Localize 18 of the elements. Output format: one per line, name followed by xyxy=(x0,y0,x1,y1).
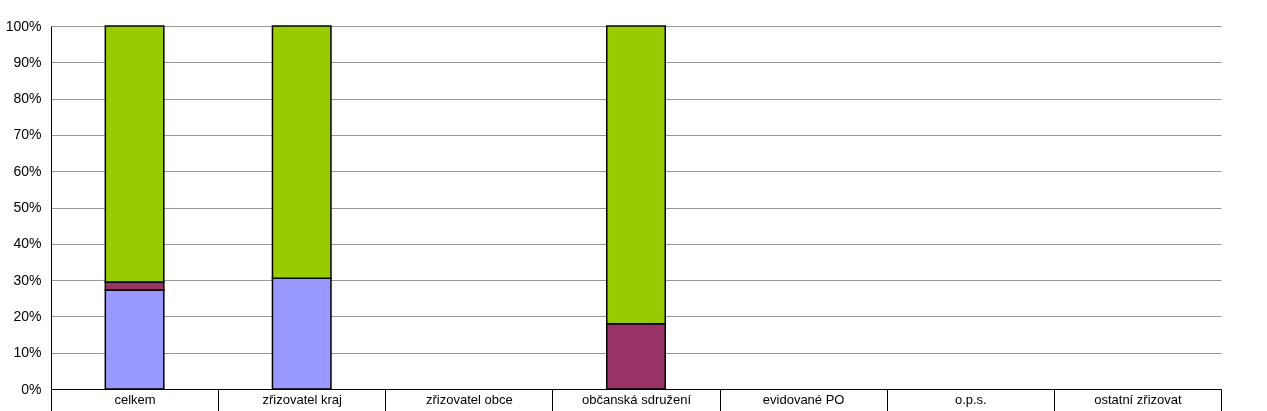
x-tick-label: zřizovatel kraj xyxy=(262,391,343,407)
y-tick-label: 70% xyxy=(13,126,42,143)
y-tick-label: 100% xyxy=(5,17,42,34)
y-tick-label: 80% xyxy=(13,90,42,107)
y-tick-label: 30% xyxy=(13,271,42,288)
y-tick-label: 40% xyxy=(13,235,42,252)
y-tick-label: 10% xyxy=(13,344,42,361)
x-tick-label: evidované PO xyxy=(762,391,845,407)
y-tick-label: 0% xyxy=(21,380,42,397)
x-tick-label: o.p.s. xyxy=(954,391,987,407)
x-tick-label: občanská sdružení xyxy=(581,391,692,407)
x-tick-label: ostatní zřizovat xyxy=(1094,391,1183,407)
y-tick-label: 90% xyxy=(13,53,42,70)
y-tick-label: 60% xyxy=(13,162,42,179)
y-tick-label: 20% xyxy=(13,307,42,324)
x-tick-label: celkem xyxy=(114,391,156,407)
x-tick-label: zřizovatel obce xyxy=(426,391,513,407)
y-tick-label: 50% xyxy=(13,199,42,215)
